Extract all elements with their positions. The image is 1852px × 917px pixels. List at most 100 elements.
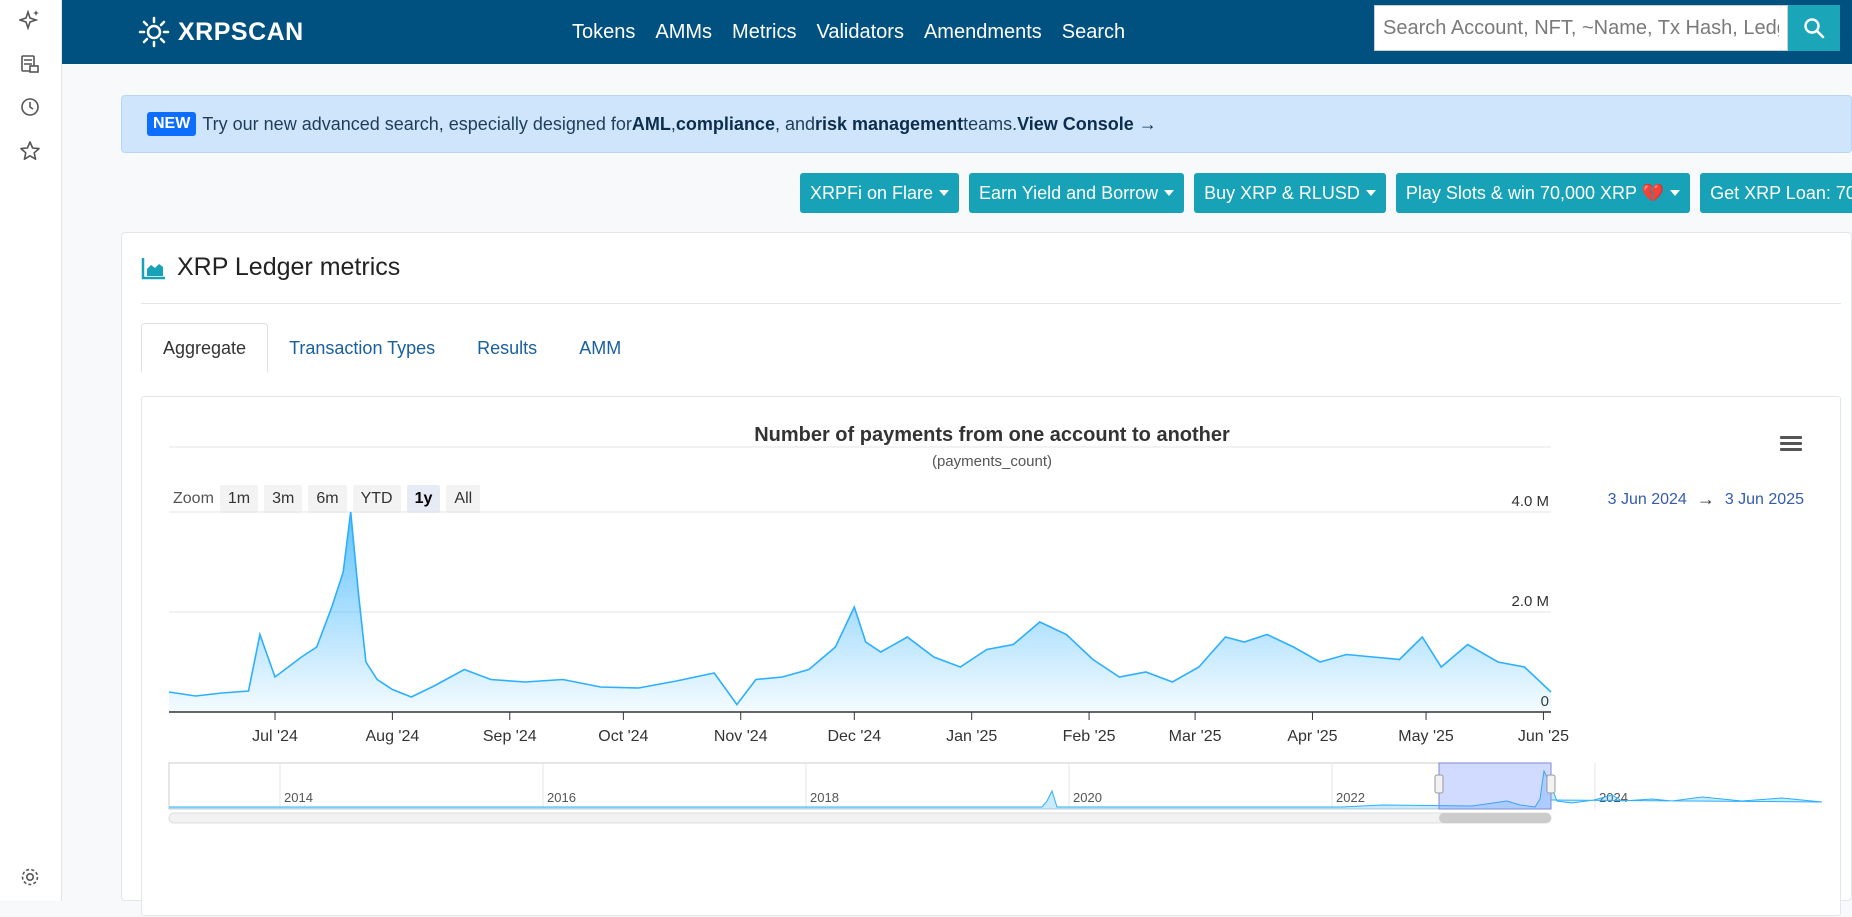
y-tick-label: 0 <box>1541 693 1549 710</box>
zoom-all-button[interactable]: All <box>446 485 481 513</box>
x-tick-label: Sep '24 <box>483 728 537 745</box>
navigator-year-label: 2014 <box>284 790 313 805</box>
history-icon[interactable] <box>18 95 42 119</box>
announcement-compliance: compliance <box>675 113 775 134</box>
promo-row: XRPFi on Flare Earn Yield and Borrow Buy… <box>800 173 1852 213</box>
zoom-1m-button[interactable]: 1m <box>219 485 259 513</box>
chart-panel: Number of payments from one account to a… <box>141 396 1841 916</box>
payments-area-chart: 0 2.0 M 4.0 M Jul '24 Aug '24 Sep '24 Oct '24 N… <box>168 446 1823 824</box>
card-header: XRP Ledger metrics <box>141 253 400 282</box>
new-badge: NEW <box>147 112 197 136</box>
x-tick-label: Jan '25 <box>946 728 997 745</box>
zoom-6m-button[interactable]: 6m <box>308 485 347 513</box>
database-icon[interactable] <box>18 52 42 76</box>
caret-down-icon <box>1670 190 1681 196</box>
promo-xrpfi-dropdown[interactable]: XRPFi on Flare <box>800 173 960 213</box>
x-tick-label: Nov '24 <box>714 728 768 745</box>
y-tick-label: 2.0 M <box>1511 593 1549 610</box>
sparkle-icon[interactable] <box>18 8 42 32</box>
navigator-area <box>169 771 1822 809</box>
zoom-ytd-button[interactable]: YTD <box>352 485 401 513</box>
hamburger-menu-icon[interactable] <box>1779 433 1803 453</box>
search-box <box>1374 5 1850 51</box>
series-area <box>169 512 1551 712</box>
x-tick-label: Aug '24 <box>366 728 420 745</box>
navigator-handle <box>1546 774 1556 794</box>
promo-label: XRPFi on Flare <box>810 182 934 203</box>
page-title: XRP Ledger metrics <box>177 253 401 281</box>
announcement-sep-1: , <box>670 113 676 134</box>
announcement-sep-2: , and <box>774 113 816 134</box>
star-icon[interactable] <box>18 139 42 163</box>
navigator-line <box>169 769 1823 808</box>
x-tick-label: Feb '25 <box>1063 728 1116 745</box>
sun-logo-icon <box>138 16 170 48</box>
promo-label: Buy XRP & RLUSD <box>1204 182 1360 203</box>
promo-xrp-loan-dropdown[interactable]: Get XRP Loan: 70% LTV <box>1700 173 1852 213</box>
navigator-year-label: 2018 <box>810 790 839 805</box>
navigator-year-label: 2024 <box>1599 790 1628 805</box>
search-button[interactable] <box>1788 5 1840 51</box>
range-from[interactable]: 3 Jun 2024 <box>1607 490 1687 508</box>
caret-down-icon <box>1164 190 1175 196</box>
search-input[interactable] <box>1374 5 1788 51</box>
promo-label: Get XRP Loan: 70% LTV <box>1710 182 1852 203</box>
nav-link-amendments[interactable]: Amendments <box>923 20 1042 43</box>
x-tick-label: Jun '25 <box>1518 728 1569 745</box>
navigator-year-label: 2022 <box>1336 790 1365 805</box>
navigator-year-label: 2016 <box>547 790 576 805</box>
top-navbar: XRPSCAN Tokens AMMs Metrics Validators A… <box>62 0 1852 64</box>
range-arrow: → <box>1696 489 1715 509</box>
y-tick-label: 4.0 M <box>1511 493 1549 510</box>
announcement-aml: AML <box>631 113 671 134</box>
brand-name: XRPSCAN <box>178 17 304 46</box>
x-tick-label: Jul '24 <box>252 728 298 745</box>
caret-down-icon <box>939 190 950 196</box>
promo-earn-yield-dropdown[interactable]: Earn Yield and Borrow <box>969 173 1185 213</box>
x-tick-label: Oct '24 <box>598 728 648 745</box>
navigator-frame <box>168 762 1552 810</box>
nav-link-metrics[interactable]: Metrics <box>732 20 797 43</box>
navigator-selection <box>1438 762 1552 810</box>
caret-down-icon <box>1365 190 1376 196</box>
chart-subtitle: (payments_count) <box>931 453 1053 470</box>
nav-link-search[interactable]: Search <box>1061 20 1126 43</box>
tab-amm[interactable]: AMM <box>579 337 622 358</box>
promo-label: Play Slots & win 70,000 XRP 💔 <box>1405 182 1665 203</box>
announcement-banner: NEW Try our new advanced search, especia… <box>121 95 1852 153</box>
navigator-handle <box>1434 774 1444 794</box>
x-tick-label: Dec '24 <box>827 728 881 745</box>
nav-link-validators[interactable]: Validators <box>816 20 904 43</box>
promo-label: Earn Yield and Borrow <box>979 182 1159 203</box>
announcement-text-2: teams. <box>963 113 1018 134</box>
tab-aggregate[interactable]: Aggregate <box>141 323 269 373</box>
nav-link-tokens[interactable]: Tokens <box>572 20 636 43</box>
navigator-scrollbar-track <box>168 812 1552 824</box>
zoom-1y-button[interactable]: 1y <box>406 485 441 513</box>
x-tick-label: Apr '25 <box>1287 728 1337 745</box>
tab-results[interactable]: Results <box>477 337 538 358</box>
metrics-tabs: Aggregate Transaction Types Results AMM <box>141 323 642 373</box>
chart-title: Number of payments from one account to a… <box>754 424 1230 446</box>
left-rail <box>0 0 62 901</box>
nav-links: Tokens AMMs Metrics Validators Amendment… <box>572 0 1145 64</box>
range-to[interactable]: 3 Jun 2025 <box>1724 490 1804 508</box>
x-tick-label: May '25 <box>1398 728 1454 745</box>
tab-transaction-types[interactable]: Transaction Types <box>289 337 436 358</box>
zoom-3m-button[interactable]: 3m <box>264 485 303 513</box>
navigator-scrollbar-thumb <box>1439 813 1551 823</box>
zoom-label: Zoom <box>173 490 214 507</box>
promo-buy-xrp-dropdown[interactable]: Buy XRP & RLUSD <box>1194 173 1386 213</box>
nav-link-amms[interactable]: AMMs <box>655 20 713 43</box>
navigator-year-label: 2020 <box>1073 790 1102 805</box>
promo-play-slots-dropdown[interactable]: Play Slots & win 70,000 XRP 💔 <box>1395 173 1691 213</box>
settings-icon[interactable] <box>18 865 42 889</box>
date-range: 3 Jun 2024 → 3 Jun 2025 <box>1608 489 1804 510</box>
search-icon <box>1804 18 1825 39</box>
x-tick-label: Mar '25 <box>1169 728 1222 745</box>
announcement-text-1: Try our new advanced search, especially … <box>202 113 632 134</box>
brand-logo[interactable]: XRPSCAN <box>138 14 304 50</box>
divider <box>141 303 1841 304</box>
view-console-link[interactable]: View Console → <box>1017 113 1157 134</box>
zoom-selector: Zoom 1m 3m 6m YTD 1y All <box>173 485 481 513</box>
